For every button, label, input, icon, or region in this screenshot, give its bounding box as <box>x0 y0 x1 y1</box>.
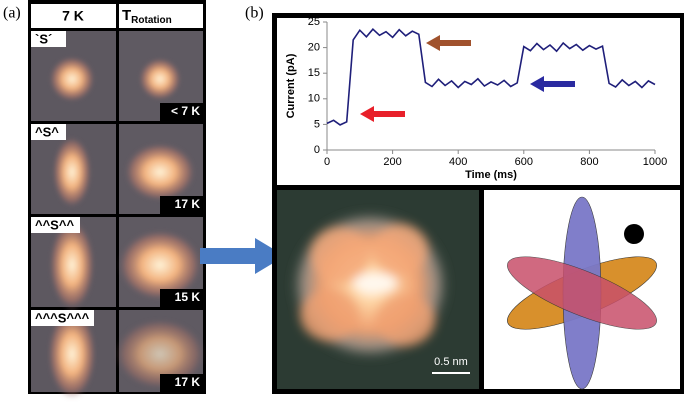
stm-blob <box>118 229 202 301</box>
panel-label: (a) <box>3 5 21 22</box>
symbol-label: `S´ <box>35 31 52 46</box>
panel-label: (b) <box>245 5 264 22</box>
symbol-label: ^S^ <box>35 124 59 139</box>
stm-blob <box>115 318 205 390</box>
y-tick-label: 5 <box>314 118 320 130</box>
symbol-label: ^^^S^^^ <box>35 310 90 325</box>
header-box <box>31 4 116 28</box>
chart-area <box>277 18 680 185</box>
x-tick-label: 1000 <box>643 156 667 168</box>
temperature-label: < 7 K <box>171 104 200 118</box>
temperature-box <box>160 196 203 214</box>
header: 7 K <box>62 8 84 24</box>
y-tick-label: 15 <box>308 67 320 79</box>
x-tick-label: 400 <box>449 156 467 168</box>
y-tick-label: 20 <box>308 42 320 54</box>
scale-bar-label: 0.5 nm <box>434 356 468 368</box>
x-tick-label: 800 <box>580 156 598 168</box>
temperature-label: 15 K <box>175 290 201 304</box>
transition-arrow <box>200 238 285 274</box>
header-sub: Rotation <box>131 15 172 26</box>
stm-blob <box>49 220 95 310</box>
x-tick-label: 0 <box>324 156 330 168</box>
y-axis-label: Current (pA) <box>285 53 297 118</box>
temperature-box <box>160 103 203 121</box>
stm-blob <box>48 309 96 399</box>
molecule-model <box>507 196 657 390</box>
header: TRotation <box>122 7 172 26</box>
symbol-box <box>31 310 94 326</box>
x-tick-label: 200 <box>383 156 401 168</box>
stm-blob <box>124 143 196 201</box>
temperature-label: 17 K <box>175 197 201 211</box>
stm-molecule <box>290 210 450 360</box>
annotation-arrow <box>530 76 575 92</box>
temperature-box <box>160 374 203 392</box>
annotation-arrow <box>360 106 405 122</box>
symbol-box <box>31 124 66 140</box>
stm-blob <box>52 136 92 208</box>
x-axis-label: Time (ms) <box>465 169 517 181</box>
symbol-box <box>31 31 66 47</box>
symbol-box <box>31 217 80 233</box>
data-line <box>326 28 656 126</box>
header-box <box>119 4 203 28</box>
annotation-arrow <box>426 35 471 51</box>
symbol-label: ^^S^^ <box>35 217 74 232</box>
stm-blob <box>49 56 95 102</box>
y-tick-label: 25 <box>308 16 320 28</box>
temperature-box <box>160 289 203 307</box>
stm-blob <box>139 58 181 100</box>
x-tick-label: 600 <box>515 156 533 168</box>
header-main: T <box>122 7 131 24</box>
temperature-label: 17 K <box>175 375 201 389</box>
y-tick-label: 10 <box>308 93 320 105</box>
y-tick-label: 0 <box>314 144 320 156</box>
